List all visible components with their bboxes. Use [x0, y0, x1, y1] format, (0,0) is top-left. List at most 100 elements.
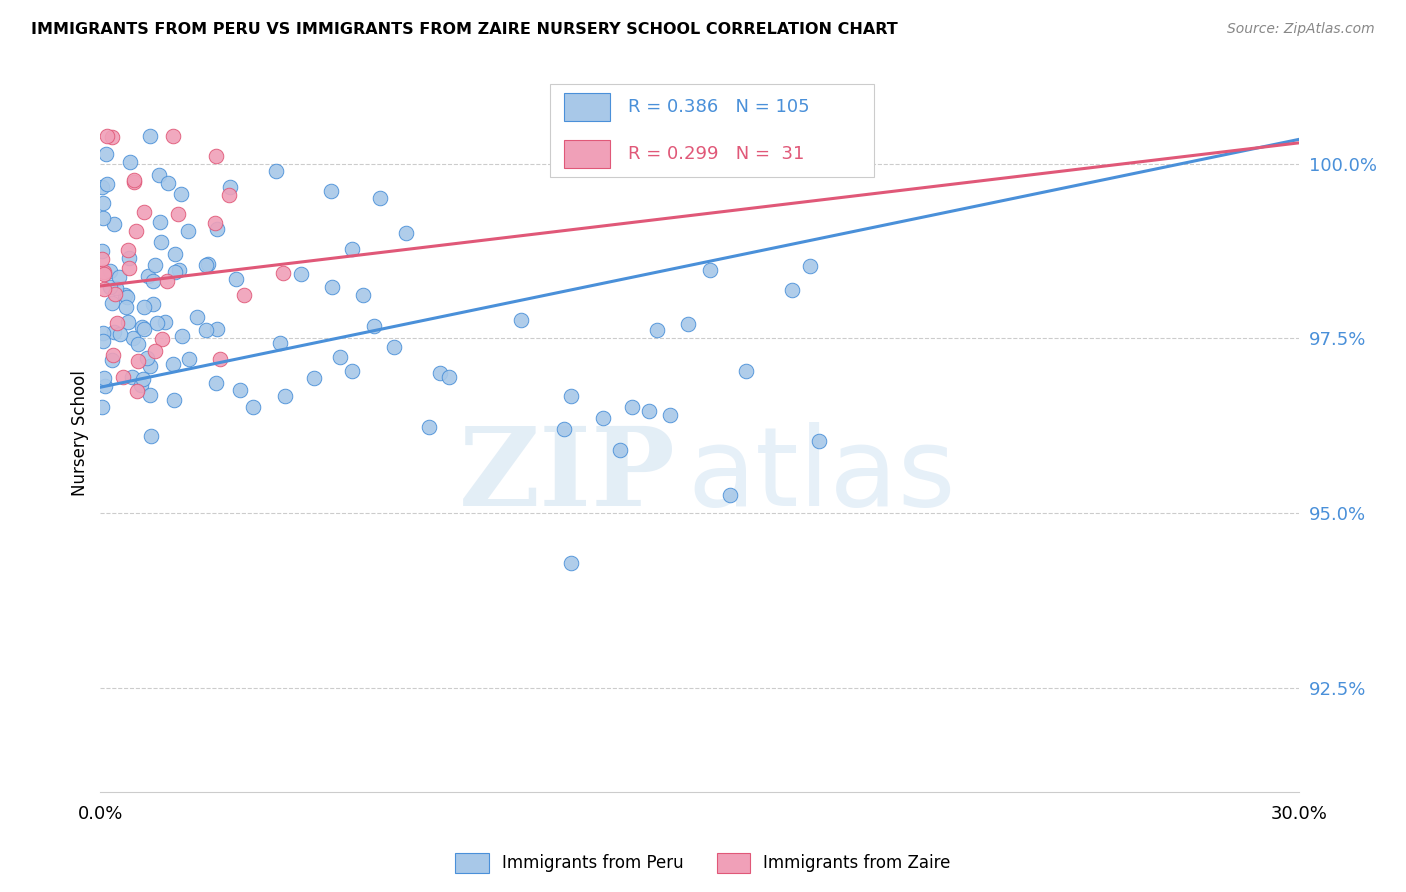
- Point: [101, 348, 124, 362]
- Point: [139, 388, 162, 402]
- Point: [274, 389, 297, 403]
- Point: [808, 434, 831, 449]
- Point: [157, 176, 180, 190]
- Point: [91, 211, 114, 225]
- Point: [91, 252, 114, 266]
- Point: [105, 316, 128, 330]
- Point: [136, 268, 159, 283]
- Point: [104, 287, 127, 301]
- Point: [205, 322, 228, 336]
- Point: [115, 300, 138, 314]
- Point: [290, 267, 312, 281]
- Point: [162, 128, 184, 143]
- Point: [132, 300, 155, 314]
- Point: [209, 352, 232, 367]
- Point: [621, 400, 644, 414]
- Point: [93, 265, 115, 279]
- Point: [131, 320, 153, 334]
- Point: [658, 408, 681, 422]
- Point: [699, 262, 721, 277]
- Point: [228, 384, 250, 398]
- Point: [676, 317, 699, 331]
- Point: [91, 401, 114, 415]
- Point: [194, 258, 217, 272]
- Point: [117, 315, 139, 329]
- Point: [96, 128, 118, 143]
- Point: [637, 404, 659, 418]
- Point: [264, 164, 287, 178]
- Point: [93, 282, 115, 296]
- Point: [163, 246, 186, 260]
- Point: [780, 283, 803, 297]
- Point: [127, 384, 149, 399]
- Point: [319, 184, 342, 198]
- Point: [560, 557, 582, 571]
- Point: [91, 244, 114, 258]
- Point: [167, 207, 190, 221]
- Point: [186, 310, 208, 325]
- Point: [146, 316, 169, 330]
- Text: R = 0.299   N =  31: R = 0.299 N = 31: [628, 145, 804, 163]
- Point: [112, 370, 135, 384]
- Text: R = 0.386   N = 105: R = 0.386 N = 105: [628, 98, 810, 116]
- Legend: Immigrants from Peru, Immigrants from Zaire: Immigrants from Peru, Immigrants from Za…: [449, 847, 957, 880]
- Point: [134, 322, 156, 336]
- Point: [205, 221, 228, 235]
- Point: [141, 428, 163, 442]
- Point: [91, 196, 114, 211]
- Point: [302, 371, 325, 385]
- Point: [118, 261, 141, 276]
- Point: [242, 401, 264, 415]
- Point: [103, 217, 125, 231]
- Point: [143, 344, 166, 359]
- Point: [134, 205, 156, 219]
- Point: [156, 274, 179, 288]
- Point: [718, 488, 741, 502]
- Point: [148, 215, 170, 229]
- Point: [197, 258, 219, 272]
- Point: [108, 270, 131, 285]
- Bar: [550, 84, 873, 178]
- Point: [789, 157, 811, 171]
- Point: [118, 251, 141, 265]
- Point: [153, 315, 176, 329]
- Point: [429, 366, 451, 380]
- Point: [437, 370, 460, 384]
- Point: [560, 388, 582, 402]
- Point: [329, 350, 352, 364]
- Point: [172, 329, 194, 343]
- Bar: [564, 140, 610, 168]
- Point: [194, 324, 217, 338]
- Point: [101, 296, 124, 310]
- Bar: [564, 93, 610, 121]
- Point: [592, 411, 614, 425]
- Point: [163, 393, 186, 408]
- Point: [205, 376, 228, 390]
- Point: [93, 267, 115, 281]
- Point: [94, 378, 117, 392]
- Point: [142, 296, 165, 310]
- Point: [177, 224, 200, 238]
- Point: [122, 173, 145, 187]
- Point: [273, 266, 295, 280]
- Point: [565, 132, 588, 146]
- Point: [93, 371, 115, 385]
- Point: [121, 370, 143, 384]
- Point: [101, 353, 124, 368]
- Point: [218, 187, 240, 202]
- Point: [91, 179, 114, 194]
- Point: [91, 334, 114, 348]
- Point: [142, 274, 165, 288]
- Point: [609, 442, 631, 457]
- Point: [127, 337, 149, 351]
- Point: [115, 290, 138, 304]
- Point: [233, 288, 256, 302]
- Point: [129, 377, 152, 392]
- Point: [117, 244, 139, 258]
- Point: [167, 263, 190, 277]
- Point: [125, 224, 148, 238]
- Point: [98, 280, 121, 294]
- Point: [363, 318, 385, 333]
- Point: [98, 264, 121, 278]
- Y-axis label: Nursery School: Nursery School: [72, 369, 89, 496]
